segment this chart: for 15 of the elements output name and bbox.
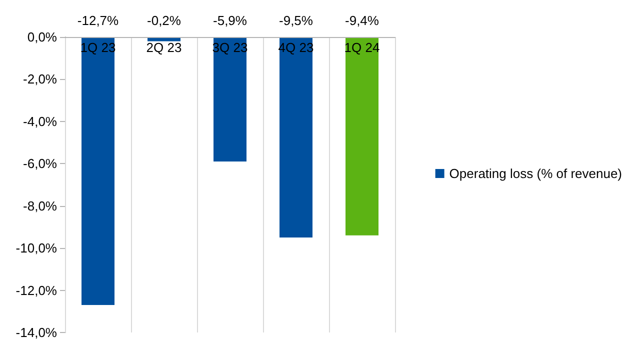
y-tick-label: -2,0% bbox=[23, 72, 58, 87]
y-tick-label: -14,0% bbox=[16, 325, 58, 340]
x-tick-label: 2Q 23 bbox=[146, 40, 182, 55]
data-label: -9,5% bbox=[279, 13, 314, 28]
data-label: -12,7% bbox=[77, 13, 120, 28]
data-label: -0,2% bbox=[147, 13, 182, 28]
legend-label: Operating loss (% of revenue) bbox=[449, 166, 622, 181]
data-label: -9,4% bbox=[345, 13, 380, 28]
data-label: -5,9% bbox=[213, 13, 248, 28]
y-tick-label: -6,0% bbox=[23, 156, 58, 172]
y-tick-label: -8,0% bbox=[23, 198, 58, 214]
y-tick-label: -4,0% bbox=[23, 114, 58, 129]
y-tick-label: -10,0% bbox=[16, 240, 58, 256]
y-tick-label: 0,0% bbox=[27, 30, 58, 44]
y-tick-label: -12,0% bbox=[16, 282, 58, 298]
